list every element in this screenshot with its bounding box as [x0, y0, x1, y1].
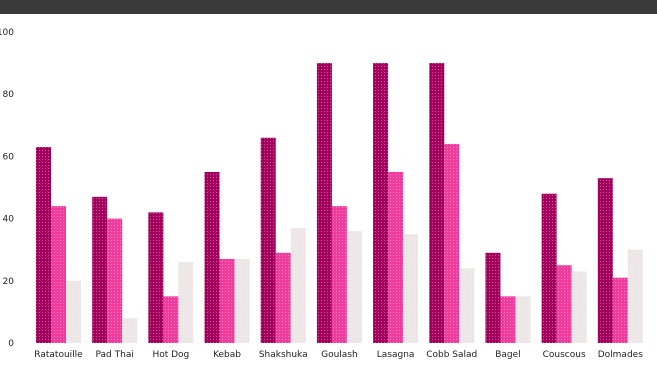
bar-texture: [597, 178, 613, 343]
bar-texture: [204, 171, 220, 343]
bar-texture: [429, 63, 445, 343]
y-axis: 0 20 40 60 80 100: [0, 28, 14, 349]
x-tick-label: Hot Dog: [152, 350, 189, 360]
bar-texture: [331, 206, 347, 343]
bar-texture: [234, 259, 250, 343]
bar-texture: [346, 231, 362, 343]
bar-texture: [316, 63, 332, 343]
bar-texture: [219, 259, 235, 343]
x-tick-label: Lasagna: [377, 350, 415, 360]
bar-texture: [275, 252, 291, 343]
y-tick-label: 40: [3, 215, 15, 225]
bar-texture: [290, 227, 306, 343]
bar-texture: [148, 212, 164, 343]
bar-texture: [373, 63, 389, 343]
bar-texture: [459, 268, 475, 343]
bar-texture: [51, 206, 66, 343]
x-tick-label: Bagel: [495, 350, 520, 360]
bar-texture: [36, 147, 51, 343]
bar-texture: [515, 296, 531, 343]
bar-texture: [66, 280, 81, 343]
y-tick-label: 20: [3, 277, 15, 287]
bar-texture: [178, 262, 194, 343]
bar-texture: [627, 249, 643, 343]
bar-texture: [556, 265, 572, 343]
x-axis: Ratatouille Pad Thai Hot Dog Kebab Shakshuka…: [34, 350, 643, 360]
bar-texture: [444, 143, 460, 343]
x-tick-label: Cobb Salad: [426, 350, 477, 360]
bar-texture: [612, 277, 628, 343]
y-tick-label: 60: [3, 152, 15, 162]
bar-texture: [541, 193, 557, 343]
y-tick-label: 80: [3, 90, 15, 100]
y-tick-label: 0: [8, 339, 14, 349]
x-tick-label: Pad Thai: [96, 350, 134, 360]
bar-texture: [571, 271, 587, 343]
top-bar: [0, 0, 657, 14]
x-tick-label: Goulash: [321, 350, 358, 360]
y-tick-label: 100: [0, 28, 14, 38]
x-tick-label: Couscous: [543, 350, 586, 360]
bar-texture: [403, 234, 419, 343]
bar-texture: [163, 296, 179, 343]
bar-texture: [388, 171, 404, 343]
x-tick-label: Ratatouille: [34, 350, 83, 360]
bar-texture: [260, 137, 276, 343]
bar-texture: [92, 196, 108, 343]
x-tick-label: Kebab: [213, 350, 241, 360]
x-tick-label: Dolmades: [598, 350, 643, 360]
bar-texture: [122, 318, 138, 343]
x-tick-label: Shakshuka: [259, 350, 308, 360]
bar-texture: [500, 296, 516, 343]
bar-texture: [107, 218, 123, 343]
bars: [36, 63, 643, 343]
bar-texture: [485, 252, 501, 343]
